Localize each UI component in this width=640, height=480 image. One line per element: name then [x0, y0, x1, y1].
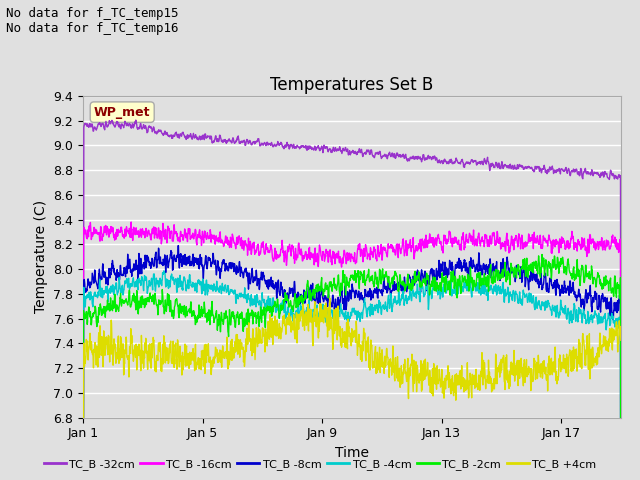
Y-axis label: Temperature (C): Temperature (C) — [34, 200, 48, 313]
X-axis label: Time: Time — [335, 446, 369, 460]
Title: Temperatures Set B: Temperatures Set B — [270, 76, 434, 95]
Text: WP_met: WP_met — [94, 106, 150, 119]
Text: No data for f_TC_temp16: No data for f_TC_temp16 — [6, 22, 179, 35]
Text: No data for f_TC_temp15: No data for f_TC_temp15 — [6, 7, 179, 20]
Legend: TC_B -32cm, TC_B -16cm, TC_B -8cm, TC_B -4cm, TC_B -2cm, TC_B +4cm: TC_B -32cm, TC_B -16cm, TC_B -8cm, TC_B … — [39, 455, 601, 474]
